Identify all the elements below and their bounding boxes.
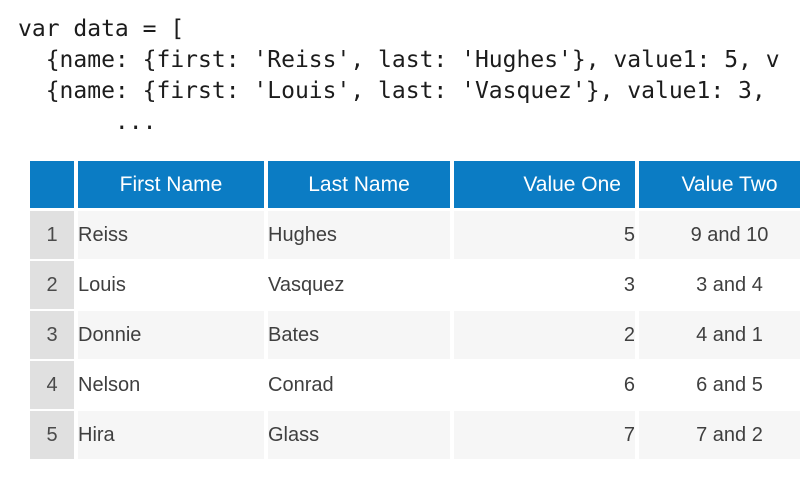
row-number-cell[interactable]: 4 — [30, 361, 78, 411]
column-header-first-name[interactable]: First Name — [78, 161, 268, 211]
last-name-cell[interactable]: Vasquez — [268, 261, 454, 311]
code-line: {name: {first: 'Reiss', last: 'Hughes'},… — [18, 47, 780, 73]
value-one-cell[interactable]: 2 — [454, 311, 639, 361]
first-name-cell[interactable]: Reiss — [78, 211, 268, 261]
value-two-cell[interactable]: 4 and 1 — [639, 311, 800, 361]
last-name-cell[interactable]: Glass — [268, 411, 454, 461]
value-one-cell[interactable]: 7 — [454, 411, 639, 461]
table-body: 1 Reiss Hughes 5 9 and 10 2 Louis Vasque… — [30, 211, 800, 461]
data-table: First Name Last Name Value One Value Two… — [30, 161, 800, 461]
code-line: {name: {first: 'Louis', last: 'Vasquez'}… — [18, 78, 766, 104]
value-two-cell[interactable]: 3 and 4 — [639, 261, 800, 311]
table-header: First Name Last Name Value One Value Two — [30, 161, 800, 211]
first-name-cell[interactable]: Nelson — [78, 361, 268, 411]
last-name-cell[interactable]: Hughes — [268, 211, 454, 261]
first-name-cell[interactable]: Hira — [78, 411, 268, 461]
header-row: First Name Last Name Value One Value Two — [30, 161, 800, 211]
data-grid-container: First Name Last Name Value One Value Two… — [30, 161, 800, 461]
table-row: 3 Donnie Bates 2 4 and 1 — [30, 311, 800, 361]
row-number-header[interactable] — [30, 161, 78, 211]
row-number-cell[interactable]: 3 — [30, 311, 78, 361]
code-snippet: var data = [ {name: {first: 'Reiss', las… — [0, 0, 800, 138]
value-one-cell[interactable]: 5 — [454, 211, 639, 261]
table-row: 1 Reiss Hughes 5 9 and 10 — [30, 211, 800, 261]
table-row: 5 Hira Glass 7 7 and 2 — [30, 411, 800, 461]
first-name-cell[interactable]: Louis — [78, 261, 268, 311]
value-one-cell[interactable]: 3 — [454, 261, 639, 311]
value-two-cell[interactable]: 9 and 10 — [639, 211, 800, 261]
value-one-cell[interactable]: 6 — [454, 361, 639, 411]
last-name-cell[interactable]: Conrad — [268, 361, 454, 411]
value-two-cell[interactable]: 7 and 2 — [639, 411, 800, 461]
column-header-value-two[interactable]: Value Two — [639, 161, 800, 211]
value-two-cell[interactable]: 6 and 5 — [639, 361, 800, 411]
table-row: 4 Nelson Conrad 6 6 and 5 — [30, 361, 800, 411]
table-row: 2 Louis Vasquez 3 3 and 4 — [30, 261, 800, 311]
column-header-value-one[interactable]: Value One — [454, 161, 639, 211]
row-number-cell[interactable]: 1 — [30, 211, 78, 261]
code-line: var data = [ — [18, 16, 185, 42]
first-name-cell[interactable]: Donnie — [78, 311, 268, 361]
code-line: ... — [18, 109, 157, 135]
row-number-cell[interactable]: 2 — [30, 261, 78, 311]
last-name-cell[interactable]: Bates — [268, 311, 454, 361]
column-header-last-name[interactable]: Last Name — [268, 161, 454, 211]
row-number-cell[interactable]: 5 — [30, 411, 78, 461]
